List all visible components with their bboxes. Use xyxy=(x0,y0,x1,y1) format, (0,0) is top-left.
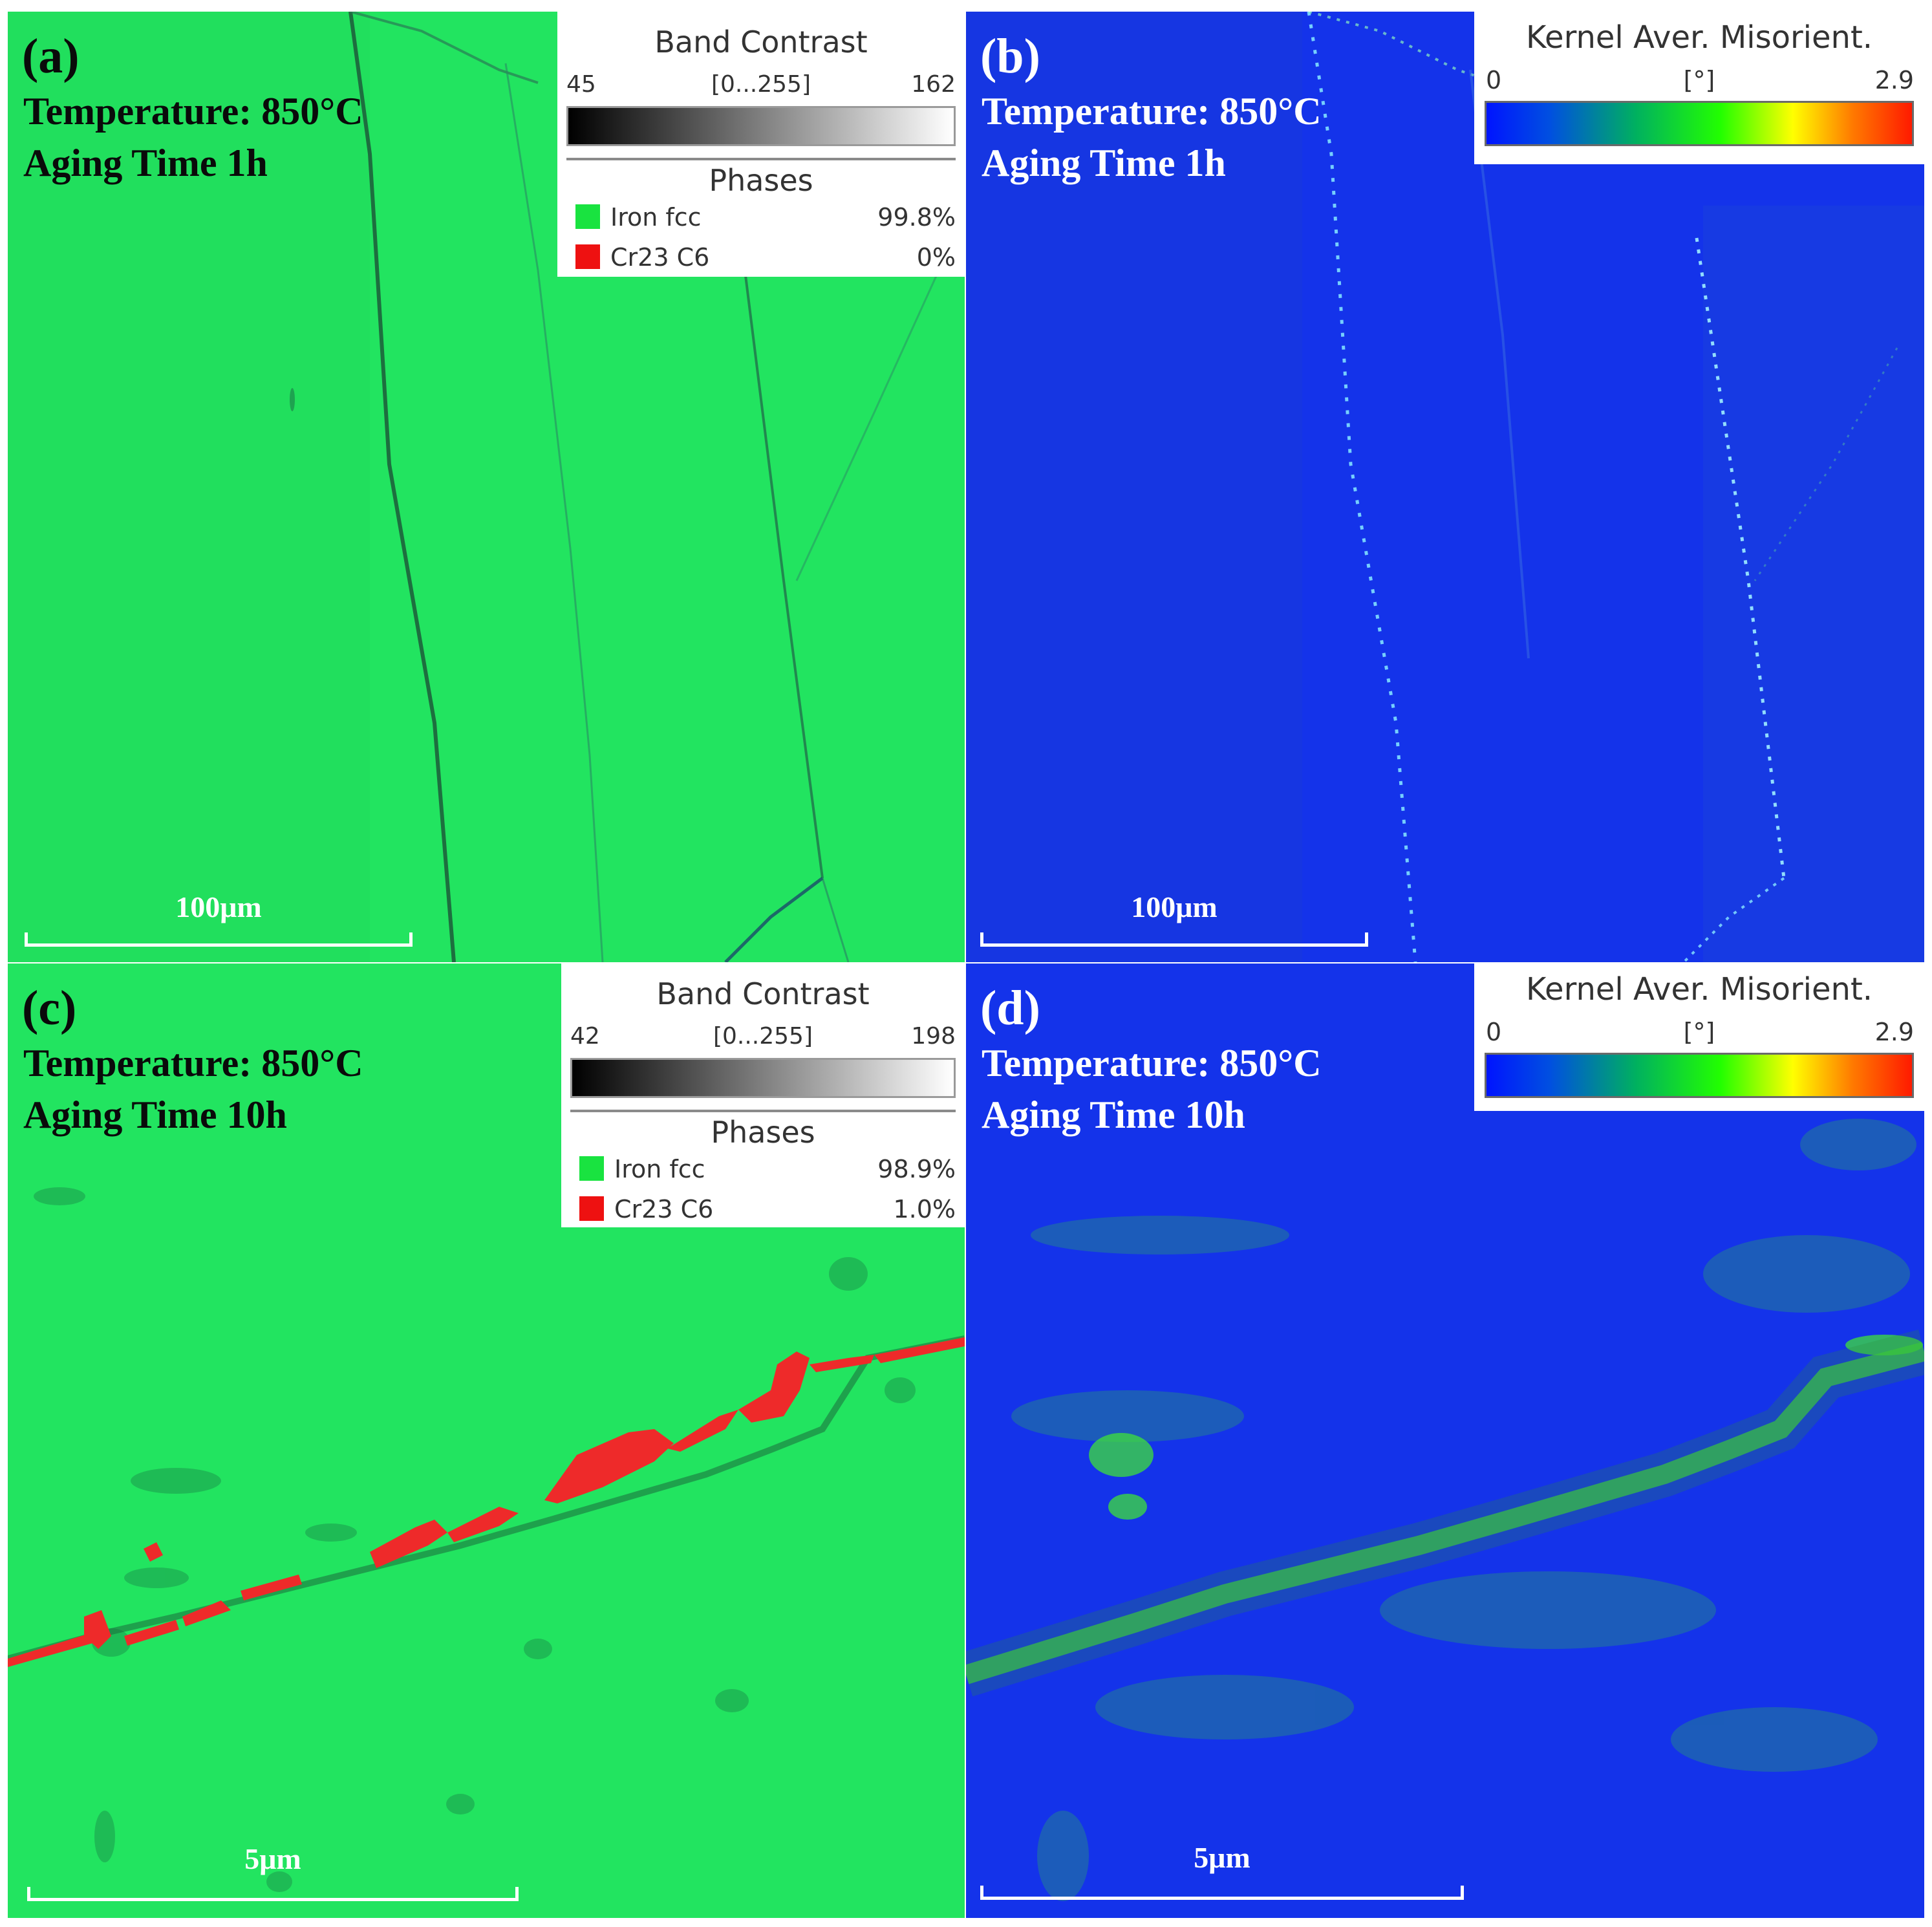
panel-d-kam-map: (d) Temperature: 850°C Aging Time 10h 5μ… xyxy=(966,964,1924,1918)
legend-divider xyxy=(566,158,956,160)
phase-percent: 1.0% xyxy=(893,1195,956,1223)
scale-bar: 5μm xyxy=(27,1842,519,1901)
band-contrast-legend: Band Contrast 42 [0...255] 198 Phases Ir… xyxy=(561,964,965,1227)
phase-name: Iron fcc xyxy=(610,203,702,231)
phase-row: Iron fcc 99.8% xyxy=(575,203,956,231)
aging-time-label: Aging Time 10h xyxy=(23,1093,287,1136)
legend-max: 2.9 xyxy=(1874,66,1914,94)
scale-bar-line xyxy=(27,1887,519,1901)
phase-swatch xyxy=(579,1196,604,1221)
kam-legend: Kernel Aver. Misorient. 0 [°] 2.9 xyxy=(1474,964,1924,1111)
band-contrast-legend: Band Contrast 45 [0...255] 162 Phases Ir… xyxy=(557,12,965,277)
color-scale-bar xyxy=(1485,1053,1914,1098)
temperature-label: Temperature: 850°C xyxy=(982,1042,1322,1084)
temperature-label: Temperature: 850°C xyxy=(982,90,1322,133)
panel-letter: (d) xyxy=(980,981,1040,1035)
aging-time-label: Aging Time 1h xyxy=(23,142,268,184)
phase-name: Iron fcc xyxy=(614,1155,705,1183)
phase-percent: 99.8% xyxy=(877,203,956,231)
legend-min: 45 xyxy=(566,71,596,98)
legend-unit: [°] xyxy=(1683,66,1715,94)
phase-swatch xyxy=(575,204,600,229)
legend-range: [0...255] xyxy=(711,71,811,98)
phase-name: Cr23 C6 xyxy=(610,243,710,272)
legend-divider xyxy=(570,1110,956,1112)
phase-row: Cr23 C6 1.0% xyxy=(579,1195,956,1223)
panel-letter: (a) xyxy=(22,29,80,83)
scale-bar: 5μm xyxy=(980,1840,1464,1900)
kam-legend: Kernel Aver. Misorient. 0 [°] 2.9 xyxy=(1474,12,1924,164)
phases-title: Phases xyxy=(711,1115,815,1150)
aging-time-label: Aging Time 1h xyxy=(982,142,1226,184)
aging-time-label: Aging Time 10h xyxy=(982,1093,1245,1136)
kam-map-d-image xyxy=(966,964,1924,1918)
panel-b-kam-map: (b) Temperature: 850°C Aging Time 1h 100… xyxy=(966,12,1924,962)
grayscale-bar xyxy=(566,106,956,146)
scale-bar: 100μm xyxy=(25,890,413,947)
phase-swatch xyxy=(575,244,600,269)
legend-unit: [°] xyxy=(1683,1018,1715,1046)
scale-bar-label: 5μm xyxy=(1194,1841,1250,1874)
phase-percent: 0% xyxy=(916,243,956,272)
phase-map-c-image xyxy=(8,964,965,1918)
legend-range: [0...255] xyxy=(713,1023,813,1050)
scale-bar-line xyxy=(25,932,413,947)
scale-bar-line xyxy=(980,932,1368,947)
scale-bar-line xyxy=(980,1886,1464,1900)
phase-name: Cr23 C6 xyxy=(614,1195,714,1223)
legend-max: 2.9 xyxy=(1874,1018,1914,1046)
legend-min: 42 xyxy=(570,1023,600,1050)
phases-title: Phases xyxy=(709,163,813,198)
panel-c-phase-map: (c) Temperature: 850°C Aging Time 10h 5μ… xyxy=(8,964,965,1918)
legend-title: Band Contrast xyxy=(656,976,870,1011)
legend-min: 0 xyxy=(1486,1018,1502,1046)
grayscale-bar xyxy=(570,1058,956,1098)
temperature-label: Temperature: 850°C xyxy=(23,1042,363,1084)
panel-letter: (c) xyxy=(22,981,77,1035)
scale-bar-label: 5μm xyxy=(244,1842,301,1875)
legend-title: Kernel Aver. Misorient. xyxy=(1525,19,1873,56)
legend-min: 0 xyxy=(1486,66,1502,94)
kam-map-b-image xyxy=(966,12,1924,962)
scale-bar-label: 100μm xyxy=(1131,890,1218,923)
panel-letter: (b) xyxy=(980,29,1040,83)
panel-a-phase-map: (a) Temperature: 850°C Aging Time 1h 100… xyxy=(8,12,965,962)
scale-bar: 100μm xyxy=(980,890,1368,947)
phase-row: Cr23 C6 0% xyxy=(575,243,956,272)
legend-max: 198 xyxy=(911,1023,956,1050)
legend-title: Band Contrast xyxy=(654,25,868,59)
phase-swatch xyxy=(579,1156,604,1181)
scale-bar-label: 100μm xyxy=(175,890,262,923)
temperature-label: Temperature: 850°C xyxy=(23,90,363,133)
legend-title: Kernel Aver. Misorient. xyxy=(1525,971,1873,1007)
phase-percent: 98.9% xyxy=(877,1155,956,1183)
phase-row: Iron fcc 98.9% xyxy=(579,1155,956,1183)
legend-max: 162 xyxy=(911,71,956,98)
color-scale-bar xyxy=(1485,101,1914,146)
